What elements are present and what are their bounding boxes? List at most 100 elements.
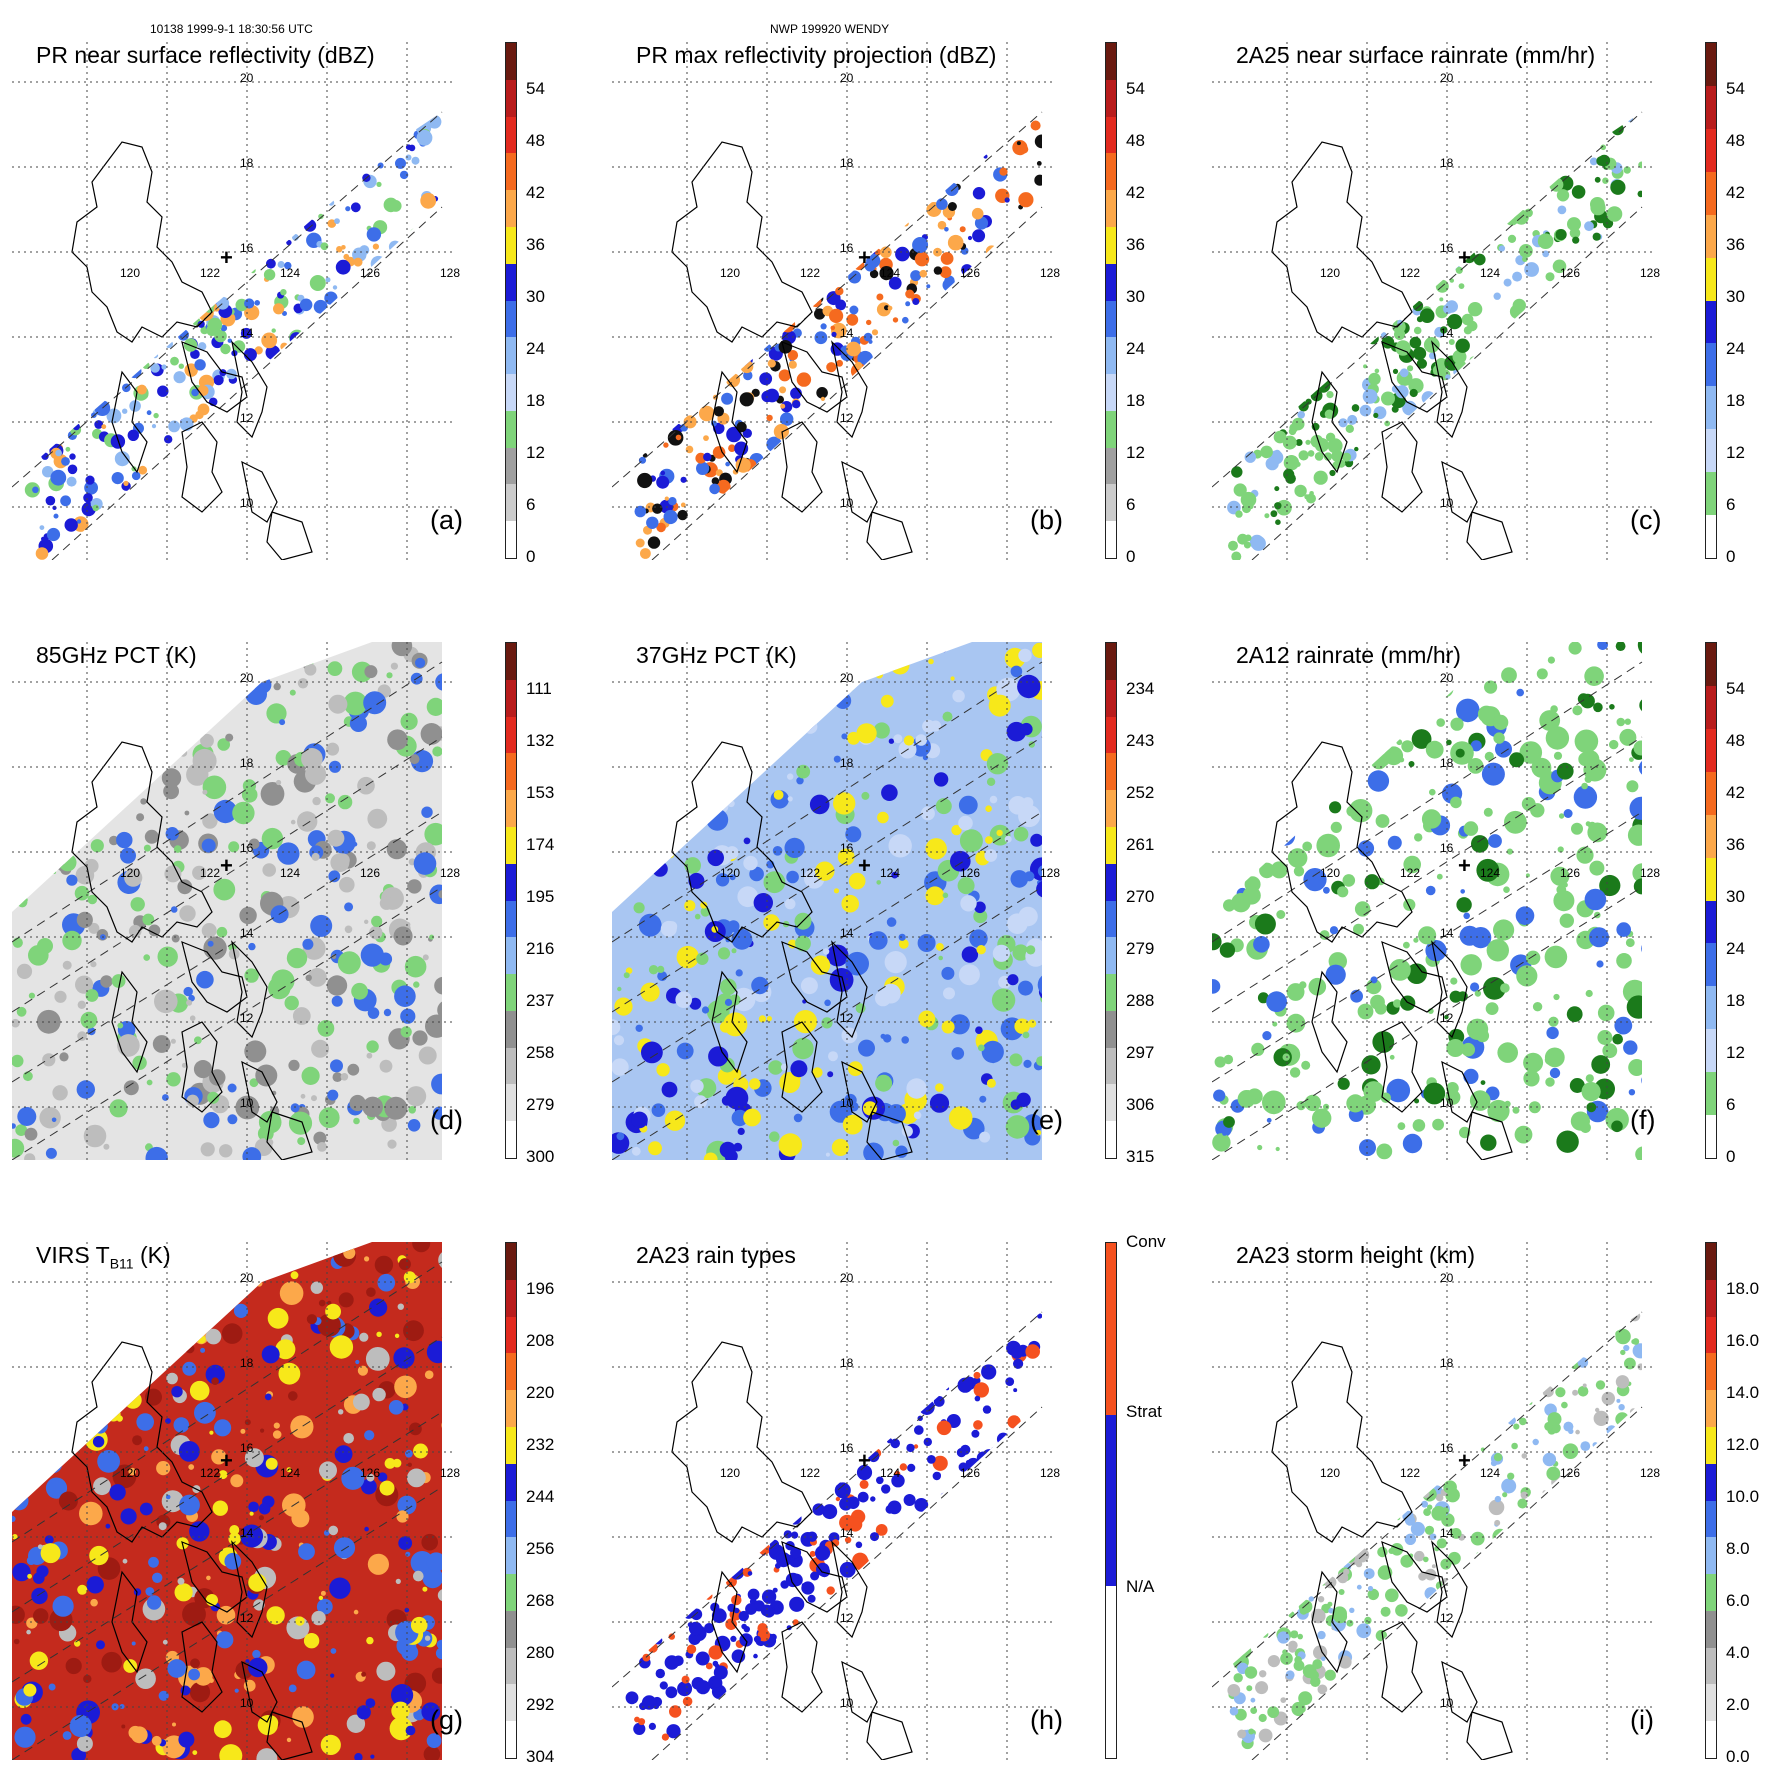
rain-cell (960, 895, 977, 912)
colorbar-ticks: Conv Strat N/A (1120, 1232, 1180, 1757)
rain-cell (654, 669, 661, 676)
rain-cell (616, 1132, 625, 1141)
panel-letter: (c) (1630, 505, 1662, 535)
rain-cell (356, 1705, 371, 1720)
rain-cell (1466, 1018, 1489, 1040)
rain-cell (216, 926, 228, 938)
rain-cell (32, 486, 39, 494)
rain-cell (846, 341, 861, 357)
rain-cell (948, 1106, 973, 1130)
colorbar-segment (1106, 1084, 1116, 1122)
rain-cell (976, 945, 986, 955)
rain-cell (1473, 253, 1486, 266)
rain-cell (1259, 1670, 1267, 1678)
rain-cell (1446, 1039, 1465, 1057)
rain-cell (1404, 1533, 1417, 1545)
rain-cell (273, 1422, 280, 1429)
rain-cell (364, 1256, 370, 1262)
rain-cell (1212, 742, 1226, 762)
rain-cell (708, 696, 731, 720)
rain-cell (1223, 1054, 1234, 1065)
rain-cell (828, 1051, 838, 1062)
rain-cell (264, 1393, 272, 1401)
rain-cell (1304, 494, 1310, 500)
rain-cell (925, 886, 945, 906)
colorbar-segment (1106, 716, 1116, 754)
rain-cell (405, 154, 412, 161)
rain-cell (151, 352, 159, 359)
lon-label: 128 (1040, 866, 1060, 880)
colorbar-segment (1706, 1316, 1716, 1354)
rain-cell (13, 1638, 20, 1645)
rain-cell (643, 742, 656, 755)
map-area: 120122124126128130201816141210+ (1212, 42, 1700, 560)
rain-cell (371, 915, 383, 927)
rain-cell (1425, 740, 1444, 759)
rain-cell (1248, 1728, 1255, 1735)
rain-cell (1626, 780, 1639, 793)
rain-cell (394, 985, 416, 1007)
rain-cell (279, 1242, 295, 1250)
storm-center-icon: + (1458, 853, 1471, 878)
rain-cell (400, 712, 418, 730)
colorbar-tick-label: 54 (1726, 79, 1745, 98)
colorbar-tick-label: 0 (1126, 547, 1136, 566)
rain-cell (288, 1684, 297, 1693)
colorbar (1705, 642, 1717, 1159)
rain-cell (1258, 1728, 1273, 1743)
rain-cell (426, 1340, 442, 1364)
rain-cell (1393, 999, 1402, 1008)
rain-cell (295, 1616, 305, 1626)
colorbar-segment (1706, 1243, 1716, 1281)
lat-label: 18 (1440, 1356, 1454, 1370)
rain-cell (88, 729, 111, 752)
rain-cell (640, 548, 651, 559)
rain-cell (707, 849, 724, 867)
colorbar-tick-label: 36 (526, 235, 545, 254)
rain-cell (839, 1520, 846, 1526)
rain-cell (1412, 1119, 1426, 1132)
rain-cell (766, 414, 773, 422)
rain-cell (92, 1436, 105, 1448)
rain-cell (24, 1153, 36, 1160)
rain-cell (23, 1071, 33, 1082)
lat-label: 10 (1440, 1696, 1454, 1710)
rain-cell (645, 829, 650, 834)
colorbar-tick-label: 18 (1726, 391, 1745, 410)
lon-label: 120 (120, 866, 140, 880)
colorbar-segment (1106, 337, 1116, 375)
rain-cell (289, 689, 296, 696)
rain-cell (1243, 541, 1251, 549)
rain-cell (383, 197, 399, 213)
rain-cell (444, 1335, 460, 1351)
rain-cell (249, 1078, 259, 1088)
rain-cell (1035, 1129, 1042, 1136)
rain-cell (1235, 799, 1256, 819)
storm-center-icon: + (858, 853, 871, 878)
rain-cell (1544, 945, 1568, 969)
rain-cell (391, 1701, 410, 1720)
rain-cell (1421, 1490, 1430, 1498)
rain-cell (432, 746, 442, 757)
rain-cell (1010, 870, 1029, 888)
rain-cell (1384, 420, 1391, 427)
rain-cell (421, 1533, 439, 1551)
rain-cell (698, 669, 711, 681)
panel-i: 120122124126128130201816141210+2A23 stor… (1200, 1200, 1770, 1766)
rain-cell (275, 1339, 296, 1360)
rain-cell (12, 1534, 18, 1540)
rain-cell (202, 813, 218, 829)
rain-cell (1329, 926, 1339, 935)
rain-cell (1455, 266, 1463, 274)
rain-cell (297, 1137, 306, 1146)
rain-cell (384, 1096, 408, 1120)
rain-cell (795, 935, 811, 952)
rain-cell (1414, 1550, 1425, 1562)
rain-cell (1294, 1656, 1302, 1664)
rain-cell (637, 472, 653, 489)
rain-cell (1237, 1729, 1247, 1739)
rain-cell (35, 766, 47, 778)
rain-cell (290, 819, 296, 825)
rain-cell (435, 673, 442, 691)
rain-cell (869, 269, 879, 279)
